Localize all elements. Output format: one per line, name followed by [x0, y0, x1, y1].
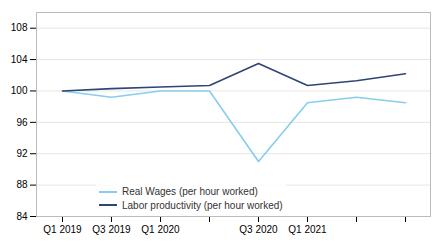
svg-text:Q1 2019: Q1 2019 — [43, 224, 82, 235]
svg-text:Q3 2020: Q3 2020 — [239, 224, 278, 235]
html-text:Labor productivity (per hour w: Labor productivity (per hour worked) — [122, 199, 283, 211]
svg-text:100: 100 — [11, 85, 28, 96]
svg-text:88: 88 — [16, 179, 28, 190]
svg-text:96: 96 — [16, 117, 28, 128]
svg-text:104: 104 — [11, 54, 28, 65]
html-text:Real Wages (per hour worked): Real Wages (per hour worked) — [122, 186, 258, 197]
svg-text:Q1 2021: Q1 2021 — [288, 224, 327, 235]
svg-text:Q1 2020: Q1 2020 — [141, 224, 180, 235]
svg-text:92: 92 — [16, 148, 28, 159]
svg-text:84: 84 — [16, 211, 28, 222]
svg-text:Q3 2019: Q3 2019 — [92, 224, 131, 235]
svg-text:108: 108 — [11, 22, 28, 33]
